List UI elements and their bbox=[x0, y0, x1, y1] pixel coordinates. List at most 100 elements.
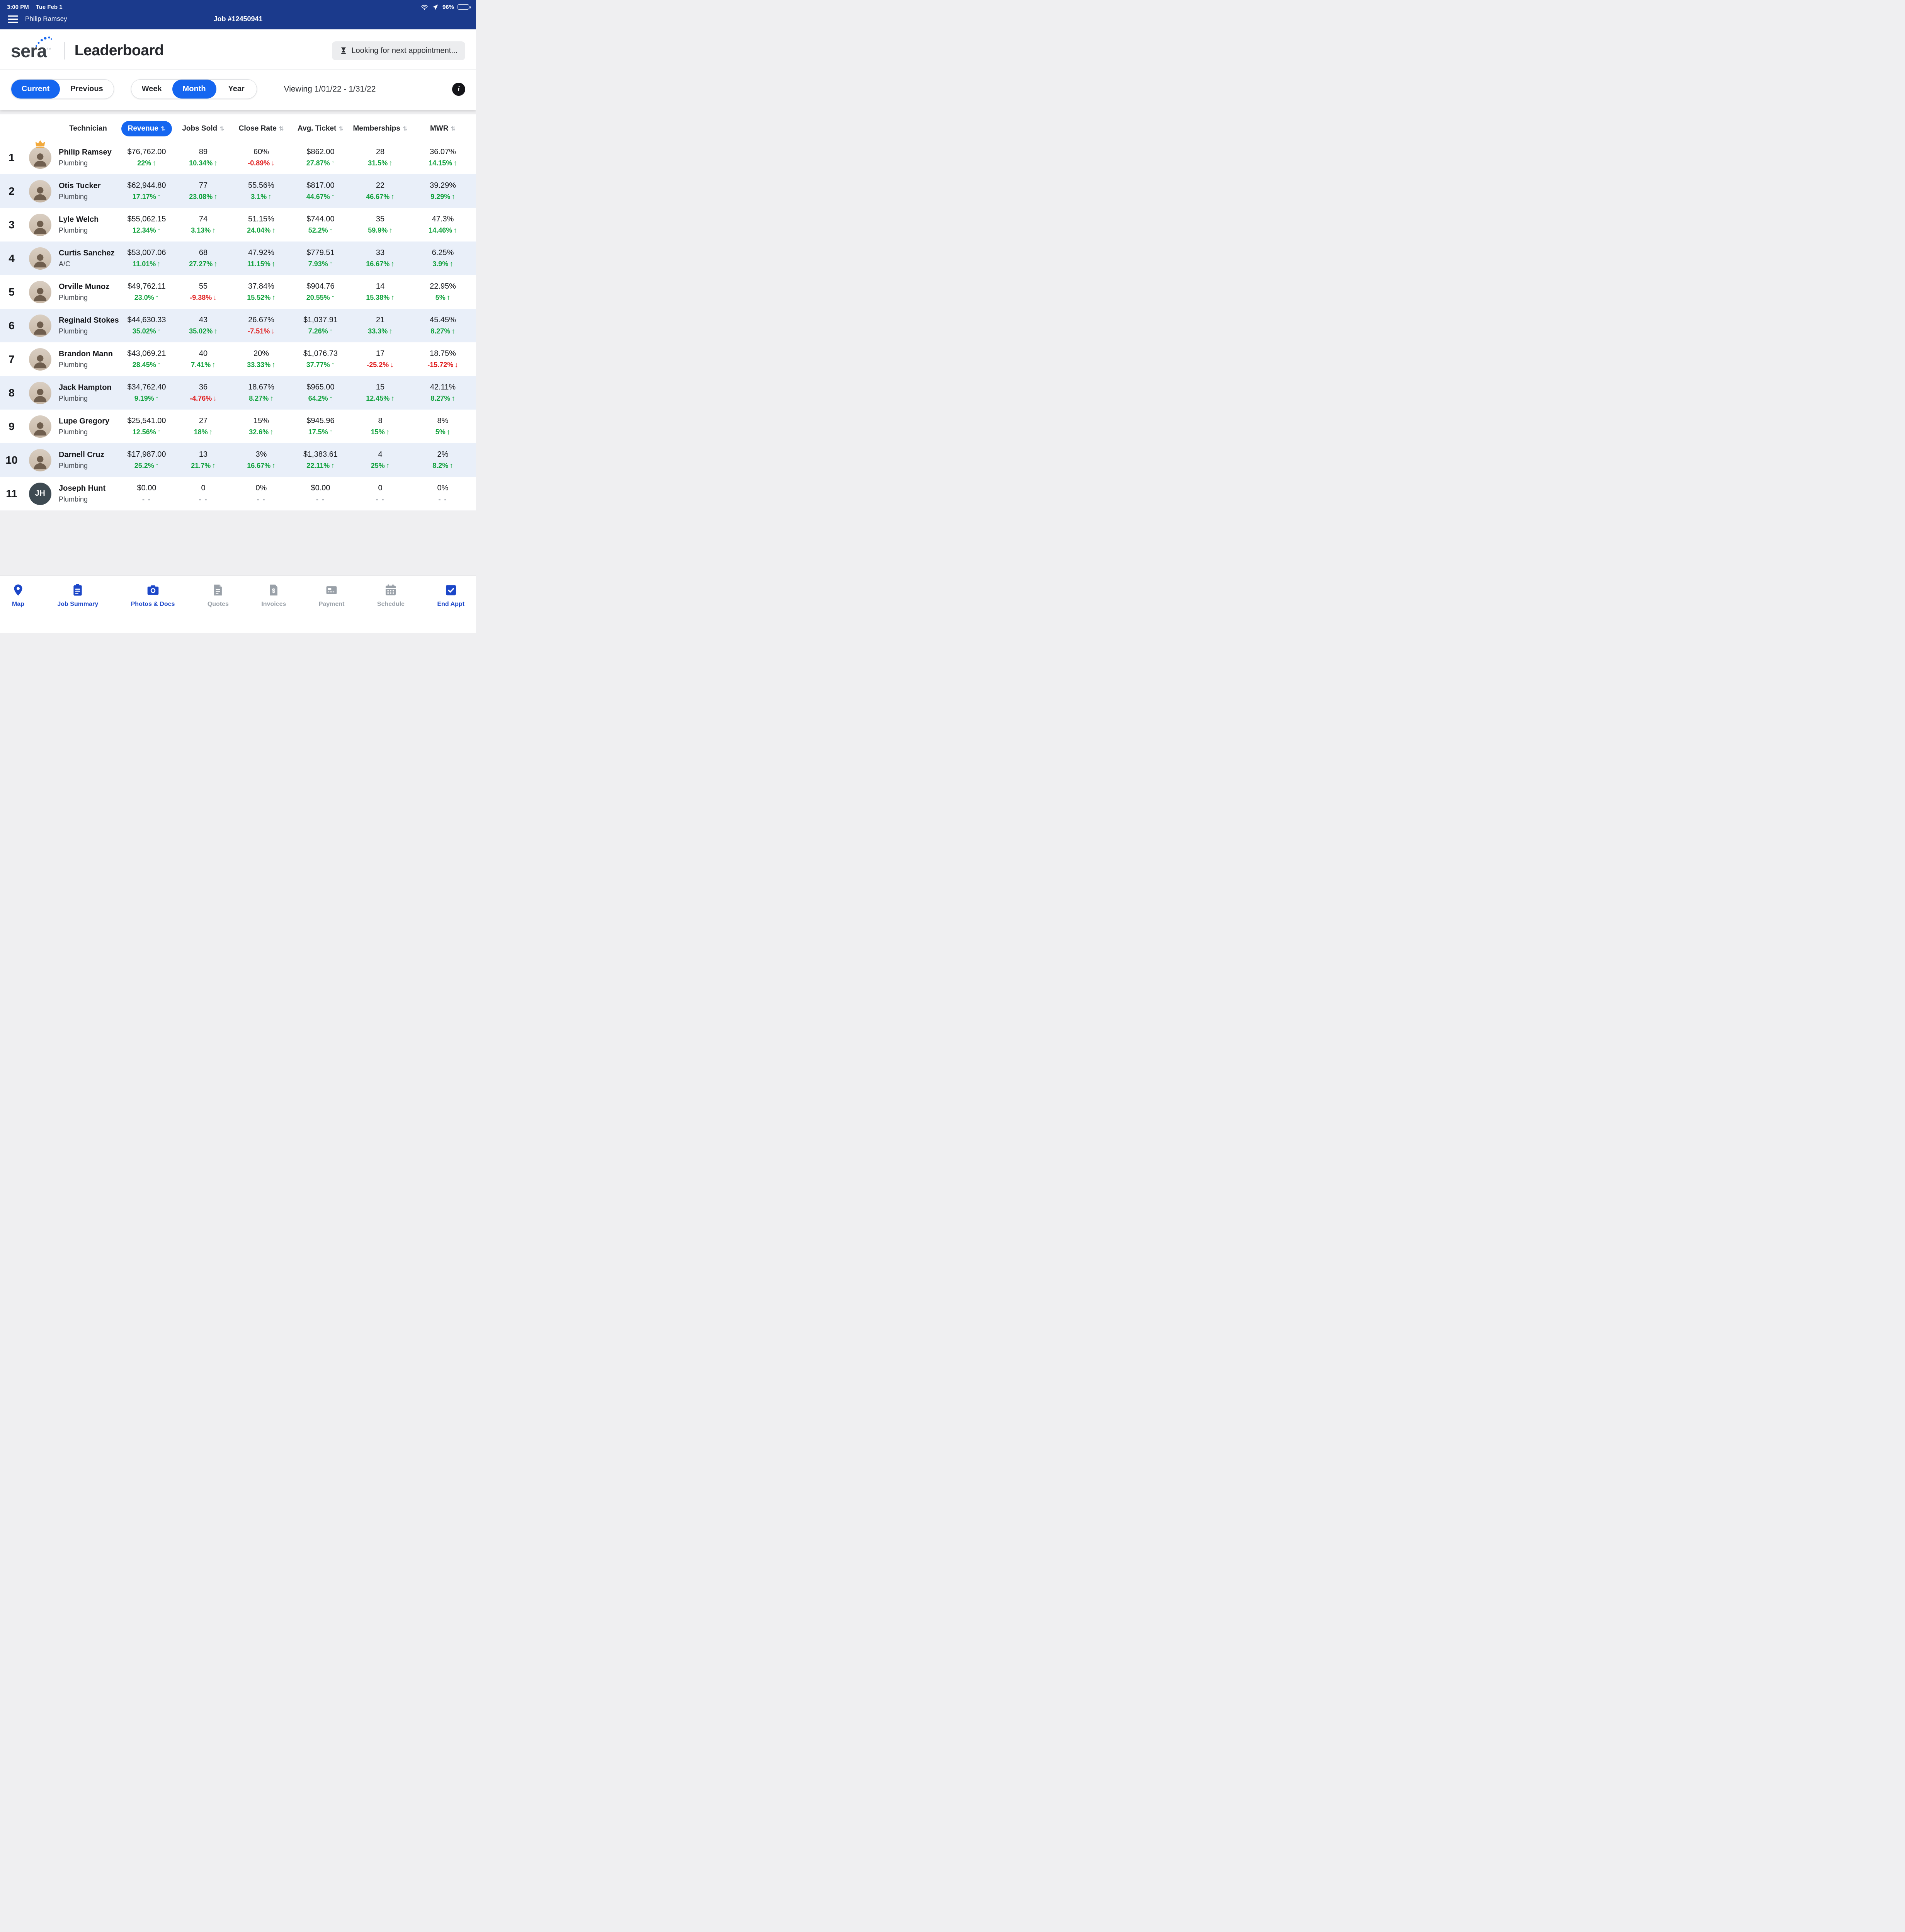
metric-delta: 3.1% ↑ bbox=[251, 192, 272, 201]
metric-delta: 28.45% ↑ bbox=[132, 361, 161, 369]
down-arrow-icon: ↓ bbox=[213, 394, 217, 403]
metric-value: 45.45% bbox=[430, 315, 456, 324]
up-arrow-icon: ↑ bbox=[389, 226, 393, 235]
column-header-revenue[interactable]: Revenue ⇅ bbox=[119, 121, 174, 136]
metric-delta: 5% ↑ bbox=[435, 428, 451, 436]
metric-memberships: 22 46.67% ↑ bbox=[351, 181, 410, 201]
metric-value: $1,383.61 bbox=[303, 450, 338, 459]
sort-icon: ⇅ bbox=[219, 126, 225, 132]
table-row[interactable]: 3 Lyle Welch Plumbing $55,062.15 12.34% ↑ 7… bbox=[0, 208, 476, 242]
avatar bbox=[23, 247, 57, 270]
battery-percent: 96% bbox=[442, 3, 454, 10]
column-header-avg-ticket[interactable]: Avg. Ticket ⇅ bbox=[290, 124, 351, 133]
column-label: Jobs Sold bbox=[182, 124, 218, 133]
metric-delta: 37.77% ↑ bbox=[306, 361, 335, 369]
person-photo-icon bbox=[34, 456, 47, 469]
tab-end-appt[interactable]: End Appt bbox=[437, 583, 464, 633]
toggle-previous[interactable]: Previous bbox=[60, 80, 113, 99]
tab-photos-docs[interactable]: Photos & Docs bbox=[131, 583, 175, 633]
table-row[interactable]: 1 Philip Ramsey Plumbing $76,762.00 22% ↑ 8… bbox=[0, 140, 476, 174]
table-row[interactable]: 4 Curtis Sanchez A/C $53,007.06 11.01% ↑ 68… bbox=[0, 242, 476, 275]
crown-icon bbox=[35, 140, 45, 148]
up-arrow-icon: ↑ bbox=[391, 394, 395, 403]
up-arrow-icon: ↑ bbox=[446, 428, 451, 436]
technician-trade: Plumbing bbox=[59, 293, 88, 301]
technician-trade: Plumbing bbox=[59, 461, 88, 469]
metric-value: $76,762.00 bbox=[127, 147, 166, 156]
toggle-current[interactable]: Current bbox=[11, 80, 60, 99]
metric-close-rate: 47.92% 11.15% ↑ bbox=[232, 248, 290, 269]
metric-value: $817.00 bbox=[306, 181, 335, 190]
metric-delta: 25.2% ↑ bbox=[134, 461, 159, 470]
up-arrow-icon: ↑ bbox=[157, 361, 161, 369]
technician-trade: A/C bbox=[59, 260, 71, 268]
metric-delta: - - bbox=[376, 495, 385, 503]
metric-close-rate: 26.67% -7.51% ↓ bbox=[232, 316, 290, 336]
metric-avg-ticket: $779.51 7.93% ↑ bbox=[290, 248, 351, 269]
toggle-month[interactable]: Month bbox=[172, 80, 216, 99]
up-arrow-icon: ↑ bbox=[329, 428, 333, 436]
battery-icon bbox=[458, 4, 471, 10]
table-row[interactable]: 8 Jack Hampton Plumbing $34,762.40 9.19% ↑… bbox=[0, 376, 476, 410]
tab-job-summary[interactable]: Job Summary bbox=[57, 583, 98, 633]
column-header-technician: Technician bbox=[57, 124, 119, 133]
tab-quotes[interactable]: Quotes bbox=[208, 583, 229, 633]
table-row[interactable]: 2 Otis Tucker Plumbing $62,944.80 17.17% ↑… bbox=[0, 174, 476, 208]
metric-close-rate: 3% 16.67% ↑ bbox=[232, 450, 290, 470]
table-row[interactable]: 6 Reginald Stokes Plumbing $44,630.33 35.… bbox=[0, 309, 476, 342]
technician-trade: Plumbing bbox=[59, 428, 88, 436]
metric-delta: 52.2% ↑ bbox=[308, 226, 333, 235]
table-row[interactable]: 7 Brandon Mann Plumbing $43,069.21 28.45%… bbox=[0, 342, 476, 376]
metric-revenue: $25,541.00 12.56% ↑ bbox=[119, 417, 174, 437]
metric-value: 22.95% bbox=[430, 282, 456, 291]
next-appointment-banner[interactable]: Looking for next appointment... bbox=[332, 41, 465, 60]
metric-revenue: $76,762.00 22% ↑ bbox=[119, 148, 174, 168]
rank-number: 7 bbox=[9, 353, 15, 365]
metric-value: $965.00 bbox=[306, 383, 335, 391]
tab-invoices[interactable]: $ Invoices bbox=[261, 583, 286, 633]
metric-jobs-sold: 36 -4.76% ↓ bbox=[174, 383, 232, 403]
avatar bbox=[23, 281, 57, 303]
technician-trade: Plumbing bbox=[59, 159, 88, 167]
metric-mwr: 6.25% 3.9% ↑ bbox=[410, 248, 476, 269]
table-row[interactable]: 5 Orville Munoz Plumbing $49,762.11 23.0%… bbox=[0, 275, 476, 309]
technician-name: Otis Tucker bbox=[59, 181, 101, 190]
column-header-jobs-sold[interactable]: Jobs Sold ⇅ bbox=[174, 124, 232, 133]
metric-memberships: 15 12.45% ↑ bbox=[351, 383, 410, 403]
tab-payment[interactable]: Payment bbox=[319, 583, 345, 633]
metric-mwr: 18.75% -15.72% ↓ bbox=[410, 349, 476, 369]
metric-close-rate: 20% 33.33% ↑ bbox=[232, 349, 290, 369]
info-button[interactable]: i bbox=[452, 82, 465, 96]
toggle-week[interactable]: Week bbox=[131, 80, 172, 99]
table-row[interactable]: 11 JH Joseph Hunt Plumbing $0.00- -0- -0… bbox=[0, 477, 476, 510]
metric-delta: - - bbox=[142, 495, 151, 503]
tab-label: Photos & Docs bbox=[131, 601, 175, 607]
metric-delta: -0.89% ↓ bbox=[248, 159, 275, 167]
metric-delta: -15.72% ↓ bbox=[427, 361, 458, 369]
metric-delta: 35.02% ↑ bbox=[189, 327, 218, 335]
tab-map[interactable]: Map bbox=[12, 583, 25, 633]
toggle-year[interactable]: Year bbox=[216, 80, 257, 99]
table-row[interactable]: 10 Darnell Cruz Plumbing $17,987.00 25.2%… bbox=[0, 443, 476, 477]
column-header-memberships[interactable]: Memberships ⇅ bbox=[351, 124, 410, 133]
metric-revenue: $0.00 - - bbox=[119, 484, 174, 503]
metric-close-rate: 0% - - bbox=[232, 484, 290, 503]
up-arrow-icon: ↑ bbox=[214, 159, 218, 167]
sort-icon: ⇅ bbox=[451, 126, 456, 132]
column-header-close-rate[interactable]: Close Rate ⇅ bbox=[232, 124, 290, 133]
metric-memberships: 35 59.9% ↑ bbox=[351, 215, 410, 235]
tab-label: Payment bbox=[318, 601, 345, 607]
tab-schedule[interactable]: Schedule bbox=[377, 583, 405, 633]
menu-button[interactable] bbox=[7, 14, 19, 24]
metric-mwr: 2% 8.2% ↑ bbox=[410, 450, 476, 470]
metric-delta: -9.38% ↓ bbox=[190, 293, 217, 302]
up-arrow-icon: ↑ bbox=[155, 461, 159, 470]
column-header-mwr[interactable]: MWR ⇅ bbox=[410, 124, 476, 133]
table-row[interactable]: 9 Lupe Gregory Plumbing $25,541.00 12.56%… bbox=[0, 410, 476, 443]
metric-delta: 15.38% ↑ bbox=[366, 293, 395, 302]
up-arrow-icon: ↑ bbox=[157, 327, 161, 335]
metric-mwr: 36.07% 14.15% ↑ bbox=[410, 148, 476, 168]
metric-revenue: $49,762.11 23.0% ↑ bbox=[119, 282, 174, 302]
up-arrow-icon: ↑ bbox=[152, 159, 156, 167]
metric-value: 35 bbox=[376, 214, 385, 223]
